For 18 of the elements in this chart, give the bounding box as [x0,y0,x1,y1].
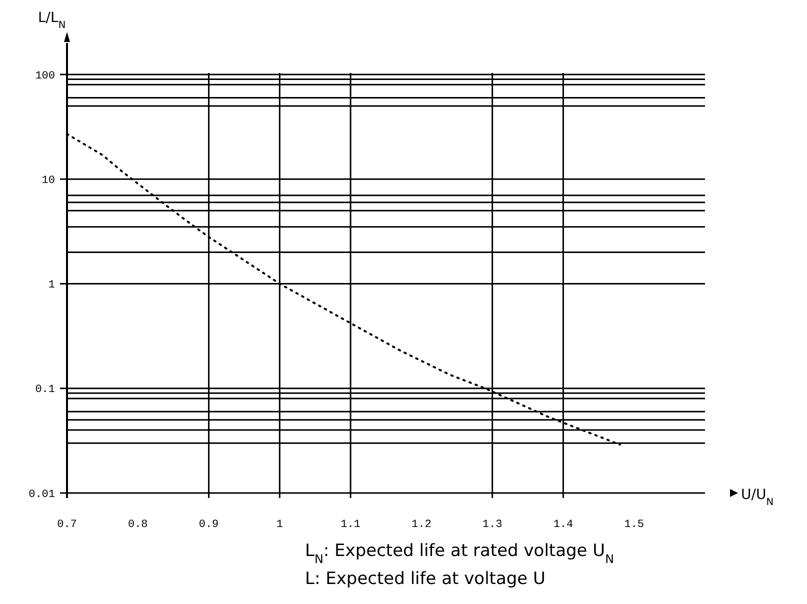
x-tick-label: 0.7 [57,519,77,531]
y-tick-label: 1 [48,280,56,292]
y-tick-label: 100 [35,70,55,82]
y-tick-label: 0.1 [35,384,56,396]
x-tick-label: 0.8 [128,519,148,531]
y-axis-title: L/L$_{N}$ [38,10,66,30]
y-tick-label: 0.01 [28,488,56,501]
x-tick-label: 1.1 [340,519,361,531]
text: L: Expected life at voltage U [305,569,546,589]
x-tick-label: 1.3 [482,519,502,531]
text: L$_{N}$: Expected life at rated voltage U$_{N}$ [305,541,614,566]
y-tick-label: 10 [42,174,55,187]
x-tick-label: 0.9 [198,519,219,531]
x-tick-label: 1 [276,519,284,531]
x-axis-title: U/U$_{N}$ [741,487,774,508]
x-tick-label: 1.2 [412,519,432,531]
x-tick-label: 1.4 [553,519,574,531]
x-tick-label: 1.5 [624,519,644,531]
